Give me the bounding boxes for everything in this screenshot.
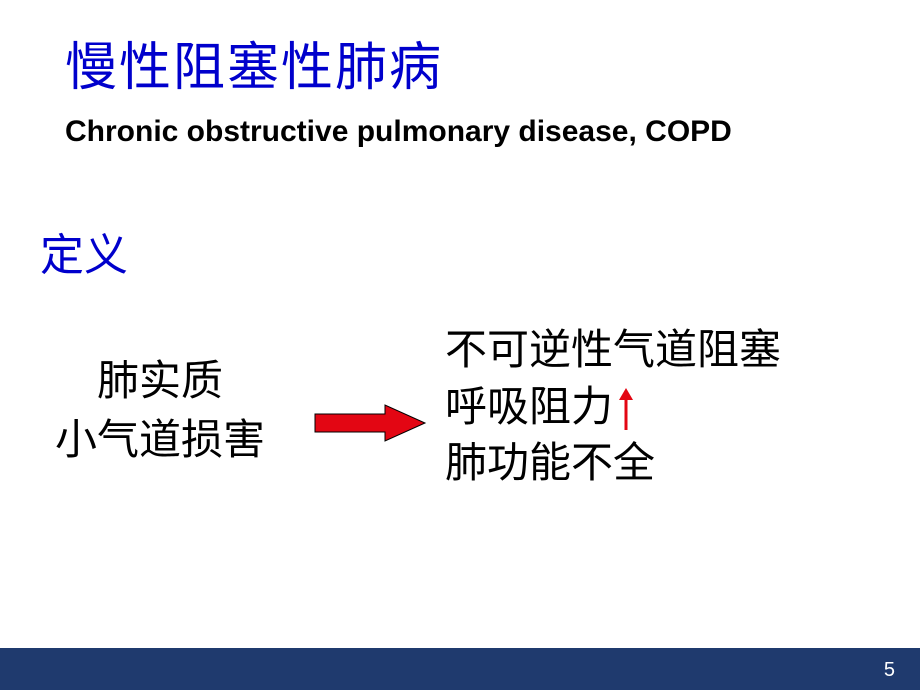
right-arrow-icon (310, 403, 430, 448)
left-line-2: 小气道损害 (55, 412, 265, 471)
right-line-3: 肺功能不全 (445, 436, 781, 493)
footer-bar (0, 648, 920, 690)
page-number: 5 (884, 659, 895, 682)
right-line-2: 呼吸阻力 (445, 380, 781, 437)
left-line-1: 肺实质 (55, 353, 265, 412)
diagram-left-text: 肺实质 小气道损害 (55, 353, 265, 471)
title-english: Chronic obstructive pulmonary disease, C… (65, 115, 870, 149)
diagram-right-text: 不可逆性气道阻塞 呼吸阻力 肺功能不全 (445, 323, 781, 493)
title-chinese: 慢性阻塞性肺病 (65, 25, 870, 100)
right-line-2-text: 呼吸阻力 (445, 385, 613, 431)
definition-diagram: 肺实质 小气道损害 不可逆性气道阻塞 呼吸阻力 肺功能不全 (50, 338, 870, 538)
right-line-1: 不可逆性气道阻塞 (445, 323, 781, 380)
section-label: 定义 (40, 219, 870, 283)
slide-container: 慢性阻塞性肺病 Chronic obstructive pulmonary di… (0, 0, 920, 690)
